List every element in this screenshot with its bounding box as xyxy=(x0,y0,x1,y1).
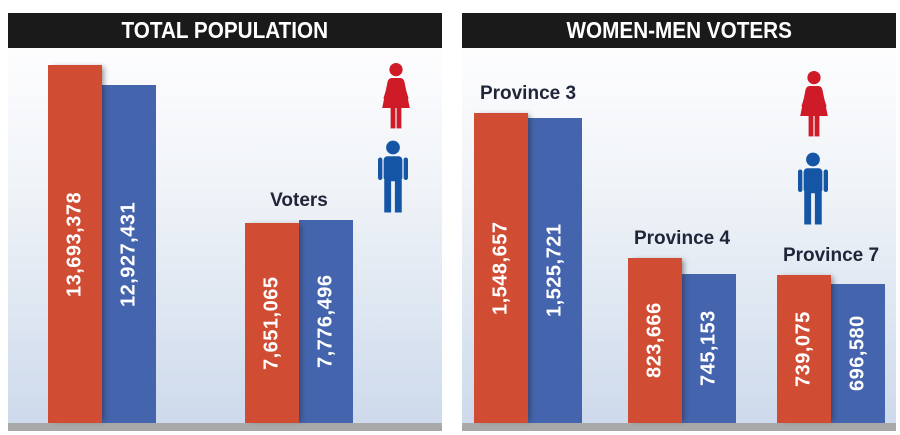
panel-title: TOTAL POPULATION xyxy=(121,17,329,43)
baseline-bar xyxy=(462,423,896,431)
group-label: Province 7 xyxy=(782,245,880,266)
chart-area: 13,693,378 12,927,431 Voters 7,651,065 7… xyxy=(8,48,442,431)
bar-value-label: 739,075 xyxy=(792,311,815,387)
female-icon xyxy=(800,71,828,137)
bar-men: 696,580 xyxy=(831,284,885,423)
bar-men: 1,525,721 xyxy=(528,118,582,423)
female-icon xyxy=(382,63,410,129)
panel-title-bar: TOTAL POPULATION xyxy=(8,13,442,48)
group-label: Voters xyxy=(270,190,328,211)
bar-value-label: 13,693,378 xyxy=(63,191,86,297)
bar-value-label: 7,651,065 xyxy=(260,276,283,370)
group-label: Province 3 xyxy=(479,83,577,104)
bar-value-label: 696,580 xyxy=(846,315,869,392)
bar-men: 7,776,496 xyxy=(299,220,353,423)
bar-women: 13,693,378 xyxy=(48,65,102,423)
bar-women: 7,651,065 xyxy=(245,223,299,423)
bar-value-label: 745,153 xyxy=(697,310,720,387)
baseline-bar xyxy=(8,423,442,431)
bar-men: 12,927,431 xyxy=(102,85,156,423)
bar-women: 1,548,657 xyxy=(474,113,528,423)
panel-title-bar: WOMEN-MEN VOTERS xyxy=(462,13,896,48)
bar-value-label: 823,666 xyxy=(643,302,666,379)
bar-value-label: 1,525,721 xyxy=(543,223,566,318)
bar-value-label: 12,927,431 xyxy=(117,201,140,307)
male-icon xyxy=(798,152,828,225)
male-icon xyxy=(378,140,408,213)
bar-women: 739,075 xyxy=(777,275,831,423)
bar-men: 745,153 xyxy=(682,274,736,423)
chart-panel-total-population: TOTAL POPULATION 13,693,378 12,927,431 V… xyxy=(8,13,442,431)
bar-women: 823,666 xyxy=(628,258,682,423)
group-label: Province 4 xyxy=(633,228,731,249)
bar-value-label: 7,776,496 xyxy=(314,274,337,369)
chart-panel-women-men-voters: WOMEN-MEN VOTERS Province 3 1,548,657 1,… xyxy=(462,13,896,431)
panel-title: WOMEN-MEN VOTERS xyxy=(566,17,792,43)
chart-area: Province 3 1,548,657 1,525,721 Province … xyxy=(462,48,896,431)
bar-value-label: 1,548,657 xyxy=(489,221,512,315)
